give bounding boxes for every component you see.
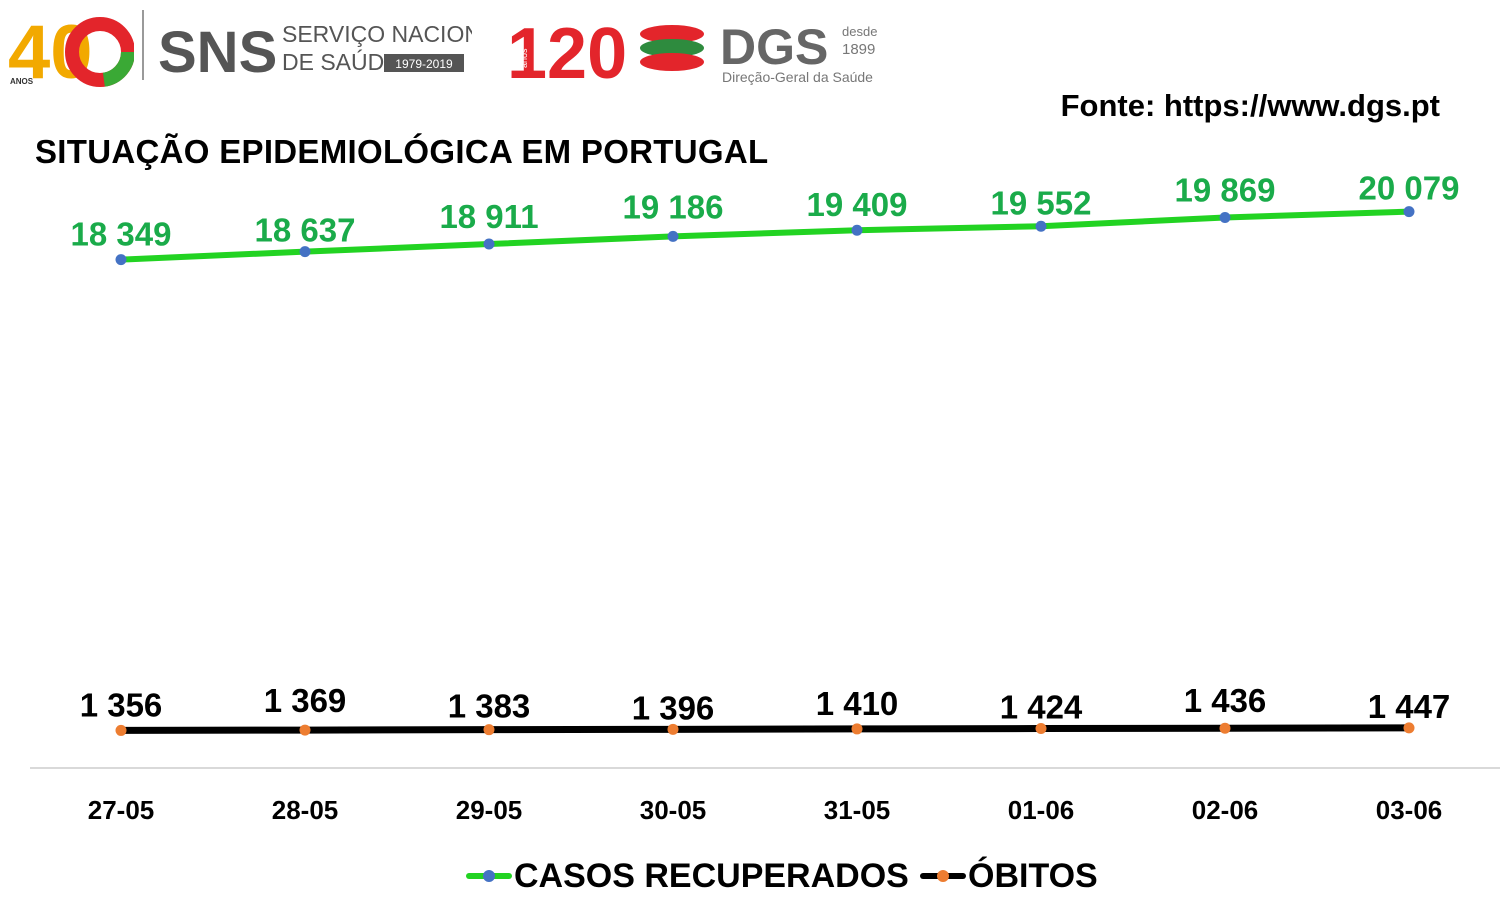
data-point-deaths	[1035, 723, 1047, 735]
x-tick-label: 02-06	[1192, 795, 1259, 825]
x-tick-label: 28-05	[272, 795, 339, 825]
data-label-deaths: 1 447	[1368, 688, 1451, 725]
legend-label-deaths: ÓBITOS	[968, 856, 1098, 895]
data-point-recovered	[1219, 211, 1231, 223]
legend-item-deaths: ÓBITOS	[920, 852, 1098, 900]
source-text: Fonte: https://www.dgs.pt	[1060, 88, 1440, 123]
data-point-deaths	[1219, 722, 1231, 734]
legend-swatch-deaths	[920, 870, 966, 882]
data-point-recovered	[1403, 206, 1415, 218]
logo-divider	[142, 10, 144, 80]
sns-years: 1979-2019	[395, 57, 453, 71]
legend-swatch-recovered	[466, 870, 512, 882]
x-tick-labels: 27-05 28-05 29-05 30-05 31-05 01-06 02-06 03-06	[88, 795, 1443, 825]
data-point-recovered	[299, 246, 311, 258]
legend: CASOS RECUPERADOS ÓBITOS	[0, 852, 1510, 900]
data-point-deaths	[1403, 722, 1415, 734]
data-point-recovered	[667, 230, 679, 242]
data-label-recovered: 19 186	[623, 188, 724, 225]
series-line-deaths	[117, 724, 1413, 734]
data-label-recovered: 19 869	[1175, 171, 1276, 208]
header: 40 ANOS SNS SERVIÇO NACIONAL DE SAÚDE 19…	[0, 0, 1510, 95]
dgs-abbr: DGS	[720, 19, 828, 75]
dgs-logo: DGS desde 1899 Direção-Geral da Saúde	[640, 19, 877, 85]
line-chart: 18 349 18 637 18 911 19 186 19 409 19 552 19 8…	[30, 170, 1500, 825]
data-point-deaths	[299, 724, 311, 736]
data-label-deaths: 1 383	[448, 688, 531, 725]
dgs-120-anos-logo: 120 anos	[507, 14, 627, 88]
x-tick-label: 31-05	[824, 795, 891, 825]
chart-title: SITUAÇÃO EPIDEMIOLÓGICA EM PORTUGAL	[35, 133, 769, 170]
sns-line2: DE SAÚDE	[282, 49, 400, 75]
data-label-deaths: 1 410	[816, 685, 899, 722]
data-label-recovered: 20 079	[1359, 170, 1460, 207]
series-layer: 18 349 18 637 18 911 19 186 19 409 19 552 19 8…	[71, 170, 1460, 736]
dgs-desde: desde	[842, 24, 877, 39]
x-tick-label: 29-05	[456, 795, 523, 825]
series-line-recovered	[118, 208, 1412, 263]
legend-item-recovered: CASOS RECUPERADOS	[466, 852, 909, 900]
x-tick-label: 01-06	[1008, 795, 1075, 825]
legend-label-recovered: CASOS RECUPERADOS	[514, 856, 909, 895]
x-tick-label: 03-06	[1376, 795, 1443, 825]
dgs-name: Direção-Geral da Saúde	[722, 69, 873, 85]
logo-40-sub: ANOS	[10, 77, 34, 86]
sns-line1: SERVIÇO NACIONAL	[282, 21, 472, 47]
sns-abbr: SNS	[158, 20, 277, 85]
data-label-deaths: 1 424	[1000, 689, 1083, 726]
data-label-recovered: 18 349	[71, 216, 172, 253]
data-label-deaths: 1 436	[1184, 682, 1267, 719]
data-point-recovered	[483, 238, 495, 250]
data-point-deaths	[851, 723, 863, 735]
data-label-recovered: 19 409	[807, 186, 908, 223]
x-tick-label: 27-05	[88, 795, 155, 825]
data-point-recovered	[851, 224, 863, 236]
data-label-recovered: 18 911	[439, 198, 538, 235]
data-point-deaths	[115, 724, 127, 736]
data-label-deaths: 1 356	[80, 686, 163, 723]
data-point-recovered	[115, 254, 127, 266]
sns-logo: SNS SERVIÇO NACIONAL DE SAÚDE 1979-2019	[158, 20, 472, 85]
x-tick-label: 30-05	[640, 795, 707, 825]
data-label-deaths: 1 369	[264, 682, 347, 719]
data-point-deaths	[667, 723, 679, 735]
sns-40-anos-logo: 40 ANOS	[8, 10, 134, 88]
logo-120-number: 120	[507, 14, 627, 88]
data-label-recovered: 18 637	[255, 212, 356, 249]
data-point-recovered	[1035, 220, 1047, 232]
data-label-recovered: 19 552	[991, 184, 1092, 221]
logo-120-sub: anos	[519, 48, 529, 68]
data-label-deaths: 1 396	[632, 689, 715, 726]
dgs-year: 1899	[842, 41, 875, 58]
data-point-deaths	[483, 724, 495, 736]
